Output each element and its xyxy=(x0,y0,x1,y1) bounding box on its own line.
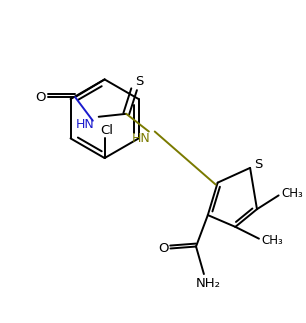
Text: CH₃: CH₃ xyxy=(262,234,284,247)
Text: HN: HN xyxy=(76,118,94,131)
Text: S: S xyxy=(135,75,143,88)
Text: CH₃: CH₃ xyxy=(282,187,303,200)
Text: O: O xyxy=(158,242,169,255)
Text: S: S xyxy=(254,159,262,172)
Text: HN: HN xyxy=(132,132,150,145)
Text: NH₂: NH₂ xyxy=(195,277,220,290)
Text: Cl: Cl xyxy=(100,124,113,137)
Text: O: O xyxy=(35,91,46,104)
